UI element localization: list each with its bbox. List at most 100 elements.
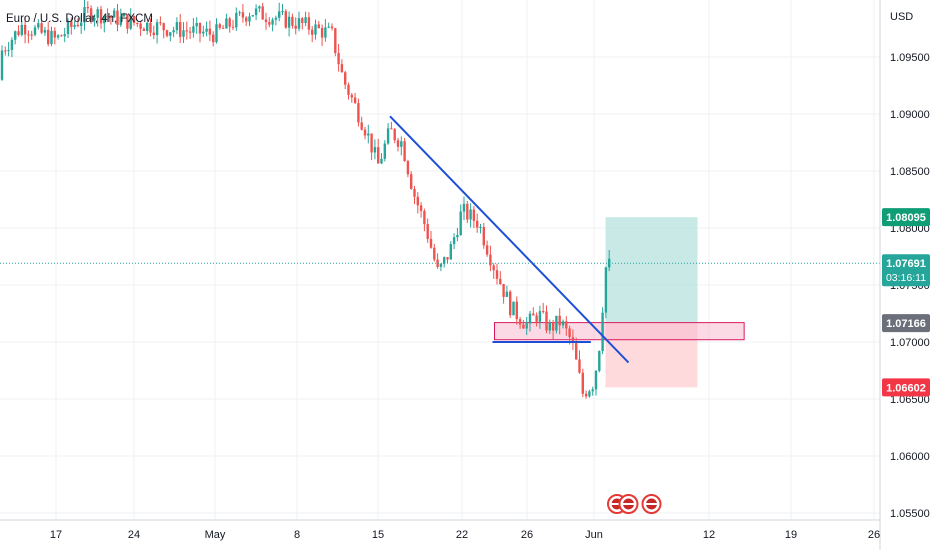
candle-down xyxy=(466,203,469,220)
candle-down xyxy=(301,18,304,23)
price-badges: 1.08095 1.07691 03:16:11 1.07166 1.06602 xyxy=(882,208,930,397)
candle-up xyxy=(479,226,482,228)
target-zone[interactable] xyxy=(605,217,698,324)
candle-up xyxy=(548,322,551,331)
candle-down xyxy=(89,8,93,21)
candle-down xyxy=(307,17,311,30)
candle-up xyxy=(10,39,14,50)
candle-down xyxy=(406,161,410,175)
candle-down xyxy=(413,188,416,197)
candle-down xyxy=(565,321,568,329)
candle-down xyxy=(340,64,344,73)
candle-up xyxy=(50,30,53,45)
candle-up xyxy=(33,27,37,35)
candle-up xyxy=(195,23,198,27)
candle-up xyxy=(238,12,241,14)
candle-up xyxy=(192,26,195,33)
candle-down xyxy=(502,284,505,297)
candle-down xyxy=(575,343,578,360)
candle-up xyxy=(274,17,278,20)
candle-down xyxy=(221,27,225,29)
economic-event-marker[interactable] xyxy=(641,494,662,514)
price-tick-label: 1.06000 xyxy=(890,451,930,463)
event-flag-stripe xyxy=(623,503,634,505)
candle-up xyxy=(314,24,317,35)
candle-up xyxy=(561,321,565,326)
candle-down xyxy=(70,21,73,27)
candle-up xyxy=(373,147,377,153)
candle-down xyxy=(426,224,429,239)
candle-down xyxy=(518,319,522,325)
supply-zone-box[interactable] xyxy=(494,322,745,341)
candle-down xyxy=(515,301,518,320)
time-tick-label: 8 xyxy=(294,529,300,541)
candle-up xyxy=(538,311,542,322)
candle-up xyxy=(43,30,47,33)
candle-up xyxy=(93,17,96,21)
candle-down xyxy=(188,31,192,33)
candle-up xyxy=(327,26,330,28)
time-axis[interactable]: 17 24 May 8 15 22 26 Jun 12 19 26 xyxy=(0,519,880,541)
candle-down xyxy=(522,324,525,329)
candle-up xyxy=(20,24,23,35)
event-flag-stripe xyxy=(646,503,657,505)
candle-up xyxy=(604,267,608,313)
candle-down xyxy=(410,174,413,189)
target-price-badge-text: 1.08095 xyxy=(886,212,926,224)
candle-down xyxy=(532,313,535,316)
price-tick-label: 1.07000 xyxy=(890,337,930,349)
candle-down xyxy=(353,97,357,104)
event-markers[interactable] xyxy=(607,494,662,514)
candle-down xyxy=(47,30,50,45)
candle-up xyxy=(304,17,307,23)
price-tick-label: 1.09500 xyxy=(890,52,930,64)
candle-down xyxy=(159,22,162,24)
candle-down xyxy=(390,128,393,130)
time-tick-label: May xyxy=(205,529,226,541)
time-tick-label: 24 xyxy=(128,529,140,541)
candlestick-series xyxy=(0,0,611,399)
candle-down xyxy=(436,259,439,267)
last-price-text: 1.07691 xyxy=(886,258,926,270)
candle-down xyxy=(284,11,287,28)
candle-down xyxy=(558,315,561,326)
candle-up xyxy=(324,27,327,38)
candle-down xyxy=(106,16,109,18)
candle-down xyxy=(551,322,555,331)
drawing-lines[interactable] xyxy=(389,115,630,364)
candle-up xyxy=(73,24,76,27)
event-flag-stripe xyxy=(611,503,623,505)
candle-down xyxy=(396,140,400,147)
symbol-label[interactable]: Euro / U.S. Dollar, 4h, FXCM xyxy=(6,13,153,25)
candle-down xyxy=(60,35,63,37)
trendline[interactable] xyxy=(389,115,630,364)
candle-down xyxy=(357,103,360,123)
time-tick-label: 15 xyxy=(372,529,384,541)
entry-price-badge xyxy=(882,314,930,333)
entry-price-badge-text: 1.07166 xyxy=(886,318,926,330)
candle-down xyxy=(294,25,297,29)
candle-up xyxy=(103,16,106,24)
candle-down xyxy=(584,393,588,397)
candle-down xyxy=(489,254,492,266)
candle-down xyxy=(571,337,575,344)
candle-down xyxy=(363,129,367,136)
candle-up xyxy=(449,244,452,260)
candle-up xyxy=(122,14,126,17)
candle-down xyxy=(377,147,380,164)
candle-down xyxy=(126,14,129,29)
candle-up xyxy=(254,8,258,16)
candle-up xyxy=(155,22,159,36)
candle-down xyxy=(446,257,449,260)
price-tick-label: 1.09000 xyxy=(890,109,930,121)
candle-up xyxy=(505,291,509,297)
candle-up xyxy=(205,28,208,32)
candle-down xyxy=(268,22,271,25)
economic-event-marker[interactable] xyxy=(618,494,639,514)
candle-up xyxy=(400,141,403,147)
candle-down xyxy=(245,17,248,22)
candle-up xyxy=(235,12,238,28)
candle-up xyxy=(456,235,459,238)
